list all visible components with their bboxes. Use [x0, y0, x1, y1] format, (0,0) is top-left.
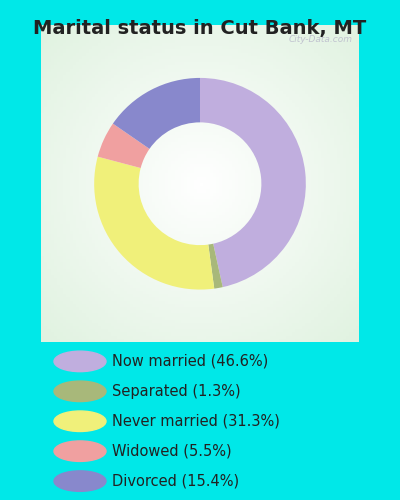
Circle shape	[54, 381, 106, 402]
Circle shape	[54, 411, 106, 432]
Circle shape	[54, 441, 106, 462]
Wedge shape	[94, 156, 214, 290]
Wedge shape	[98, 124, 150, 168]
Text: Widowed (5.5%): Widowed (5.5%)	[112, 444, 232, 458]
Text: City-Data.com: City-Data.com	[288, 34, 352, 43]
Text: Never married (31.3%): Never married (31.3%)	[112, 414, 280, 428]
Wedge shape	[113, 78, 200, 149]
Text: Now married (46.6%): Now married (46.6%)	[112, 354, 268, 369]
Circle shape	[54, 351, 106, 372]
Wedge shape	[200, 78, 306, 287]
Text: Marital status in Cut Bank, MT: Marital status in Cut Bank, MT	[33, 19, 367, 38]
Circle shape	[54, 471, 106, 492]
Text: Divorced (15.4%): Divorced (15.4%)	[112, 474, 239, 488]
Wedge shape	[208, 244, 223, 288]
Text: Separated (1.3%): Separated (1.3%)	[112, 384, 241, 399]
